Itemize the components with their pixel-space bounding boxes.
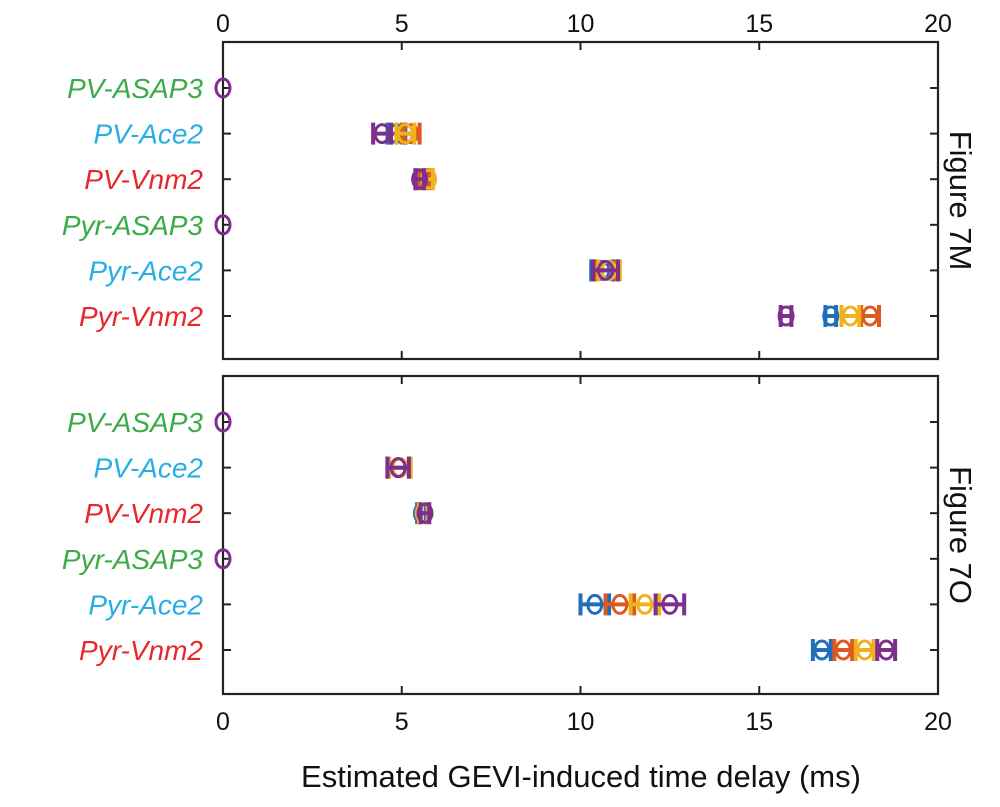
data-marker (861, 305, 879, 327)
data-marker (822, 305, 840, 327)
x-tick-label-bottom: 20 (924, 708, 952, 736)
x-tick-label-top: 5 (395, 10, 409, 38)
data-point-pyr-vnm2 (839, 305, 862, 327)
x-tick-label-top: 0 (216, 10, 230, 38)
data-marker (396, 123, 414, 145)
category-label: Pyr-Vnm2 (79, 635, 203, 666)
data-marker (373, 123, 391, 145)
panel-figure-7m: PV-ASAP3 PV-Ace2 PV-Vnm2 Pyr-ASAP3 Pyr-Ace2 P… (62, 40, 978, 361)
data-marker (841, 305, 859, 327)
x-tick-label-bottom: 5 (395, 708, 409, 736)
panel-label: Figure 7O (943, 466, 978, 604)
data-point-pv-vnm2 (416, 502, 434, 525)
data-marker (214, 214, 232, 236)
category-label: PV-Vnm2 (84, 164, 203, 195)
data-point-pyr-vnm2 (875, 639, 898, 661)
top-x-tick-labels: 0 5 10 15 20 (216, 10, 952, 38)
data-point-pv-asap3 (214, 411, 232, 433)
data-point-pyr-vnm2 (832, 639, 855, 661)
data-point-pv-ace2 (385, 456, 411, 479)
data-point-pyr-vnm2 (859, 305, 882, 327)
x-axis-title: Estimated GEVI-induced time delay (ms) (301, 759, 861, 794)
data-marker (813, 639, 831, 661)
category-label: Pyr-Vnm2 (79, 301, 203, 332)
data-marker (611, 593, 629, 615)
data-marker (214, 548, 232, 570)
data-marker (636, 593, 654, 615)
category-label: PV-Vnm2 (84, 498, 203, 529)
x-tick-label-bottom: 15 (745, 708, 773, 736)
data-point-pv-ace2 (394, 122, 417, 145)
data-point-pyr-vnm2 (853, 639, 876, 661)
data-marker (877, 639, 895, 661)
category-label: PV-Ace2 (94, 119, 204, 150)
data-marker (777, 305, 795, 327)
data-marker (597, 259, 615, 281)
category-label: PV-Ace2 (94, 453, 204, 484)
panel-label: Figure 7M (943, 131, 978, 271)
bottom-x-tick-labels: 0 5 10 15 20 (216, 708, 952, 736)
data-point-pyr-vnm2 (777, 305, 795, 327)
category-label: Pyr-Ace2 (88, 589, 203, 620)
data-point-pyr-ace2 (653, 593, 687, 616)
data-marker (416, 502, 434, 524)
category-label: Pyr-ASAP3 (62, 544, 204, 575)
data-point-pyr-vnm2 (822, 305, 840, 327)
data-marker (389, 457, 407, 479)
data-marker (411, 168, 429, 190)
plot-frame (221, 40, 940, 361)
data-marker (214, 411, 232, 433)
x-tick-label-top: 15 (745, 10, 773, 38)
data-point-pyr-asap3 (214, 214, 232, 236)
data-point-pv-ace2 (371, 122, 394, 145)
data-point-pyr-vnm2 (810, 639, 833, 661)
data-point-pv-asap3 (214, 77, 232, 99)
data-marker (856, 639, 874, 661)
x-tick-label-top: 10 (567, 10, 595, 38)
category-label: Pyr-Ace2 (88, 255, 203, 286)
data-point-pv-vnm2 (411, 168, 429, 191)
data-marker (586, 593, 604, 615)
data-marker (834, 639, 852, 661)
x-tick-label-bottom: 0 (216, 708, 230, 736)
data-marker (661, 593, 679, 615)
data-marker (214, 77, 232, 99)
data-point-pyr-asap3 (214, 548, 232, 570)
x-tick-label-bottom: 10 (567, 708, 595, 736)
category-label: Pyr-ASAP3 (62, 210, 204, 241)
data-point-pyr-ace2 (591, 259, 621, 282)
category-label: PV-ASAP3 (67, 73, 203, 104)
x-tick-label-top: 20 (924, 10, 952, 38)
category-label: PV-ASAP3 (67, 407, 203, 438)
panel-figure-7o: PV-ASAP3 PV-Ace2 PV-Vnm2 Pyr-ASAP3 Pyr-Ace2 P… (62, 374, 978, 696)
